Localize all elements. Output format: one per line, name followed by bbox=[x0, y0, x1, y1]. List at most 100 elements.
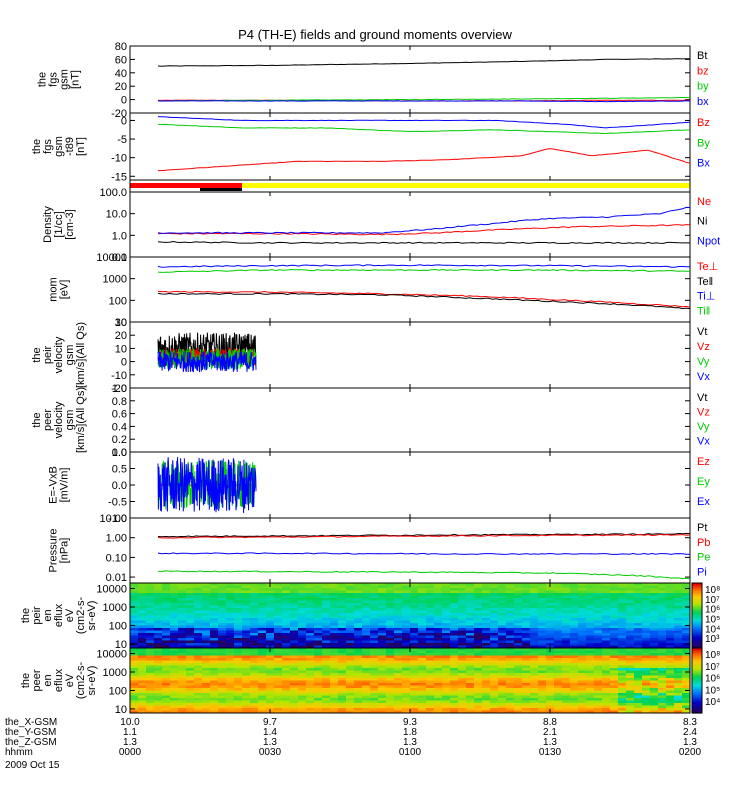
ytick-label: 1000 bbox=[103, 274, 127, 286]
heatmap-cell bbox=[442, 675, 451, 679]
heatmap-cell bbox=[618, 683, 627, 687]
heatmap-cell bbox=[562, 593, 571, 597]
heatmap-cell bbox=[306, 700, 315, 704]
heatmap-cell bbox=[522, 675, 531, 679]
heatmap-cell bbox=[538, 660, 547, 664]
heatmap-cell bbox=[370, 630, 379, 634]
heatmap-cell bbox=[354, 598, 363, 602]
heatmap-cell bbox=[466, 658, 475, 662]
heatmap-cell bbox=[258, 690, 267, 694]
heatmap-cell bbox=[578, 625, 587, 629]
heatmap-cell bbox=[578, 618, 587, 622]
heatmap-cell bbox=[306, 590, 315, 594]
heatmap-cell bbox=[658, 680, 667, 684]
heatmap-cell bbox=[362, 643, 371, 647]
heatmap-cell bbox=[546, 635, 555, 639]
ephemeris-value: 10.0 bbox=[120, 717, 140, 728]
heatmap-cell bbox=[570, 660, 579, 664]
ytick-label: 1000 bbox=[103, 667, 127, 679]
heatmap-cell bbox=[170, 635, 179, 639]
heatmap-cell bbox=[578, 630, 587, 634]
ylabel-line: (cm2-s- bbox=[75, 597, 87, 635]
heatmap-cell bbox=[498, 643, 507, 647]
heatmap-cell bbox=[562, 608, 571, 612]
heatmap-cell bbox=[202, 640, 211, 644]
heatmap-cell bbox=[474, 625, 483, 629]
heatmap-cell bbox=[514, 640, 523, 644]
heatmap-cell bbox=[346, 633, 355, 637]
heatmap-cell bbox=[522, 590, 531, 594]
heatmap-cell bbox=[578, 620, 587, 624]
heatmap-cell bbox=[354, 708, 363, 712]
heatmap-cell bbox=[594, 670, 603, 674]
heatmap-cell bbox=[650, 705, 659, 709]
heatmap-cell bbox=[242, 663, 251, 667]
heatmap-cell bbox=[346, 663, 355, 667]
heatmap-cell bbox=[402, 688, 411, 692]
heatmap-cell bbox=[650, 630, 659, 634]
ytick-label: 0 bbox=[121, 95, 127, 107]
heatmap-cell bbox=[682, 668, 690, 672]
heatmap-cell bbox=[138, 625, 147, 629]
heatmap-cell bbox=[674, 668, 683, 672]
heatmap-cell bbox=[130, 600, 139, 604]
heatmap-cell bbox=[394, 700, 403, 704]
heatmap-cell bbox=[434, 623, 443, 627]
heatmap-cell bbox=[466, 598, 475, 602]
heatmap-cell bbox=[274, 705, 283, 709]
heatmap-cell bbox=[290, 583, 299, 587]
heatmap-cell bbox=[306, 600, 315, 604]
heatmap-cell bbox=[434, 630, 443, 634]
heatmap-cell bbox=[146, 618, 155, 622]
heatmap-cell bbox=[250, 710, 259, 713]
heatmap-cell bbox=[258, 638, 267, 642]
heatmap-cell bbox=[162, 620, 171, 624]
heatmap-cell bbox=[194, 590, 203, 594]
heatmap-cell bbox=[234, 683, 243, 687]
heatmap-cell bbox=[410, 618, 419, 622]
heatmap-cell bbox=[650, 658, 659, 662]
heatmap-cell bbox=[130, 678, 139, 682]
heatmap-cell bbox=[458, 698, 467, 702]
heatmap-cell bbox=[642, 615, 651, 619]
heatmap-cell bbox=[674, 598, 683, 602]
heatmap-cell bbox=[618, 673, 627, 677]
heatmap-cell bbox=[626, 640, 635, 644]
heatmap-cell bbox=[682, 640, 690, 644]
heatmap-cell bbox=[474, 648, 483, 652]
heatmap-cell bbox=[634, 710, 643, 713]
heatmap-cell bbox=[146, 668, 155, 672]
heatmap-cell bbox=[194, 628, 203, 632]
ytick-label: 0.1 bbox=[112, 252, 127, 264]
heatmap-cell bbox=[418, 670, 427, 674]
heatmap-cell bbox=[218, 625, 227, 629]
panel-frame bbox=[129, 387, 691, 453]
heatmap-cell bbox=[466, 583, 475, 587]
heatmap-cell bbox=[194, 643, 203, 647]
heatmap-cell bbox=[130, 655, 139, 659]
heatmap-cell bbox=[426, 645, 435, 648]
heatmap-cell bbox=[218, 675, 227, 679]
heatmap-cell bbox=[146, 688, 155, 692]
heatmap-cell bbox=[194, 613, 203, 617]
heatmap-cell bbox=[546, 690, 555, 694]
heatmap-cell bbox=[346, 610, 355, 614]
heatmap-cell bbox=[658, 643, 667, 647]
heatmap-cell bbox=[186, 675, 195, 679]
heatmap-cell bbox=[458, 675, 467, 679]
heatmap-cell bbox=[210, 625, 219, 629]
heatmap-cell bbox=[578, 693, 587, 697]
heatmap-cell bbox=[266, 690, 275, 694]
series-line-Ex bbox=[157, 457, 257, 514]
heatmap-cell bbox=[602, 685, 611, 689]
heatmap-cell bbox=[282, 665, 291, 669]
heatmap-cell bbox=[602, 623, 611, 627]
ephemeris-value: 9.3 bbox=[403, 717, 417, 728]
heatmap-cell bbox=[410, 688, 419, 692]
heatmap-cell bbox=[530, 685, 539, 689]
heatmap-cell bbox=[418, 705, 427, 709]
heatmap-cell bbox=[634, 595, 643, 599]
heatmap-cell bbox=[282, 603, 291, 607]
heatmap-cell bbox=[618, 655, 627, 659]
heatmap-cell bbox=[514, 680, 523, 684]
